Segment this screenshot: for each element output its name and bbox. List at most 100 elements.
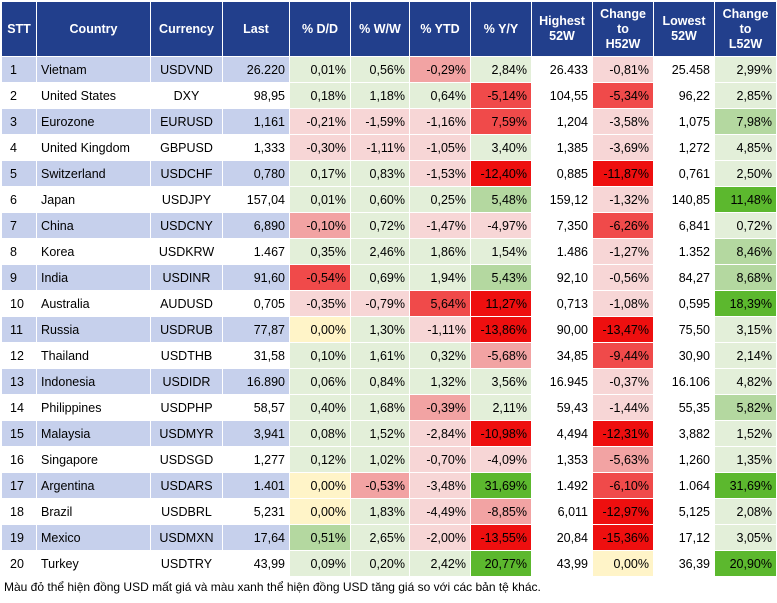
table-cell: 1,68% — [350, 394, 410, 421]
table-cell: -3,69% — [592, 134, 654, 161]
table-cell: 1,35% — [714, 446, 777, 473]
table-cell: 0,06% — [289, 368, 351, 395]
table-cell: -0,39% — [409, 394, 471, 421]
table-cell: 7,350 — [531, 212, 593, 239]
table-cell: 0,32% — [409, 342, 471, 369]
table-cell: 1 — [1, 56, 37, 83]
table-cell: 1,52% — [714, 420, 777, 447]
table-cell: 5,64% — [409, 290, 471, 317]
table-cell: 19 — [1, 524, 37, 551]
table-cell: 20,77% — [470, 550, 532, 577]
table-cell: 1,075 — [653, 108, 715, 135]
table-cell: 12 — [1, 342, 37, 369]
column-header: STT — [1, 1, 37, 57]
table-row: 15 Malaysia USDMYR 3,941 0,08% 1,52% -2,84% -10… — [1, 420, 777, 447]
table-cell: -13,86% — [470, 316, 532, 343]
table-cell: 1,333 — [222, 134, 290, 161]
table-cell: -1,16% — [409, 108, 471, 135]
table-cell: -2,00% — [409, 524, 471, 551]
table-cell: Turkey — [36, 550, 151, 577]
table-cell: 0,20% — [350, 550, 410, 577]
table-cell: -12,31% — [592, 420, 654, 447]
column-header: % D/D — [289, 1, 351, 57]
column-header: % YTD — [409, 1, 471, 57]
table-cell: USDJPY — [150, 186, 223, 213]
table-cell: 0,56% — [350, 56, 410, 83]
table-row: 2 United States DXY 98,95 0,18% 1,18% 0,64% -5,… — [1, 82, 777, 109]
table-cell: Indonesia — [36, 368, 151, 395]
table-cell: 3 — [1, 108, 37, 135]
table-cell: 0,00% — [289, 498, 351, 525]
table-cell: 20,84 — [531, 524, 593, 551]
table-cell: 84,27 — [653, 264, 715, 291]
table-cell: 18,39% — [714, 290, 777, 317]
table-cell: Eurozone — [36, 108, 151, 135]
table-cell: USDTHB — [150, 342, 223, 369]
table-cell: 16.945 — [531, 368, 593, 395]
column-header: Currency — [150, 1, 223, 57]
table-cell: 5,43% — [470, 264, 532, 291]
table-cell: 1.401 — [222, 472, 290, 499]
table-cell: 9 — [1, 264, 37, 291]
table-cell: 2,46% — [350, 238, 410, 265]
table-row: 12 Thailand USDTHB 31,58 0,10% 1,61% 0,32% -5,6… — [1, 342, 777, 369]
table-cell: -0,70% — [409, 446, 471, 473]
table-cell: Thailand — [36, 342, 151, 369]
table-cell: 140,85 — [653, 186, 715, 213]
table-cell: 0,08% — [289, 420, 351, 447]
table-cell: -1,05% — [409, 134, 471, 161]
table-row: 11 Russia USDRUB 77,87 0,00% 1,30% -1,11% -13,8… — [1, 316, 777, 343]
table-row: 13 Indonesia USDIDR 16.890 0,06% 0,84% 1,32% 3,… — [1, 368, 777, 395]
column-header: % W/W — [350, 1, 410, 57]
table-cell: 2,84% — [470, 56, 532, 83]
table-cell: 0,00% — [289, 316, 351, 343]
table-cell: 91,60 — [222, 264, 290, 291]
column-header: Lowest 52W — [653, 1, 715, 57]
table-cell: 0,12% — [289, 446, 351, 473]
table-cell: -1,59% — [350, 108, 410, 135]
table-cell: Brazil — [36, 498, 151, 525]
table-cell: Vietnam — [36, 56, 151, 83]
table-cell: 59,43 — [531, 394, 593, 421]
table-cell: 5,231 — [222, 498, 290, 525]
table-cell: 1.492 — [531, 472, 593, 499]
table-cell: -0,21% — [289, 108, 351, 135]
table-cell: 25.458 — [653, 56, 715, 83]
table-row: 20 Turkey USDTRY 43,99 0,09% 0,20% 2,42% 20,77%… — [1, 550, 777, 577]
table-cell: -4,97% — [470, 212, 532, 239]
table-row: 1 Vietnam USDVND 26.220 0,01% 0,56% -0,29% 2,84… — [1, 56, 777, 83]
table-cell: DXY — [150, 82, 223, 109]
table-cell: 17,64 — [222, 524, 290, 551]
column-header: Last — [222, 1, 290, 57]
table-cell: USDIDR — [150, 368, 223, 395]
table-cell: USDARS — [150, 472, 223, 499]
table-cell: 0,60% — [350, 186, 410, 213]
table-row: 3 Eurozone EURUSD 1,161 -0,21% -1,59% -1,16% 7,… — [1, 108, 777, 135]
table-cell: 8 — [1, 238, 37, 265]
table-cell: USDVND — [150, 56, 223, 83]
table-cell: USDTRY — [150, 550, 223, 577]
table-cell: 77,87 — [222, 316, 290, 343]
table-cell: EURUSD — [150, 108, 223, 135]
table-cell: 2,11% — [470, 394, 532, 421]
table-cell: 1.352 — [653, 238, 715, 265]
table-cell: -9,44% — [592, 342, 654, 369]
table-cell: GBPUSD — [150, 134, 223, 161]
table-cell: 15 — [1, 420, 37, 447]
table-cell: 6 — [1, 186, 37, 213]
table-cell: 1,18% — [350, 82, 410, 109]
table-cell: -1,08% — [592, 290, 654, 317]
table-cell: China — [36, 212, 151, 239]
table-cell: 3,05% — [714, 524, 777, 551]
table-cell: -1,32% — [592, 186, 654, 213]
table-row: 9 India USDINR 91,60 -0,54% 0,69% 1,94% 5,43% 92… — [1, 264, 777, 291]
table-cell: USDBRL — [150, 498, 223, 525]
table-cell: 92,10 — [531, 264, 593, 291]
table-cell: USDMYR — [150, 420, 223, 447]
table-cell: 3,15% — [714, 316, 777, 343]
table-cell: 0,10% — [289, 342, 351, 369]
table-row: 14 Philippines USDPHP 58,57 0,40% 1,68% -0,39%… — [1, 394, 777, 421]
table-cell: 159,12 — [531, 186, 593, 213]
table-cell: 55,35 — [653, 394, 715, 421]
